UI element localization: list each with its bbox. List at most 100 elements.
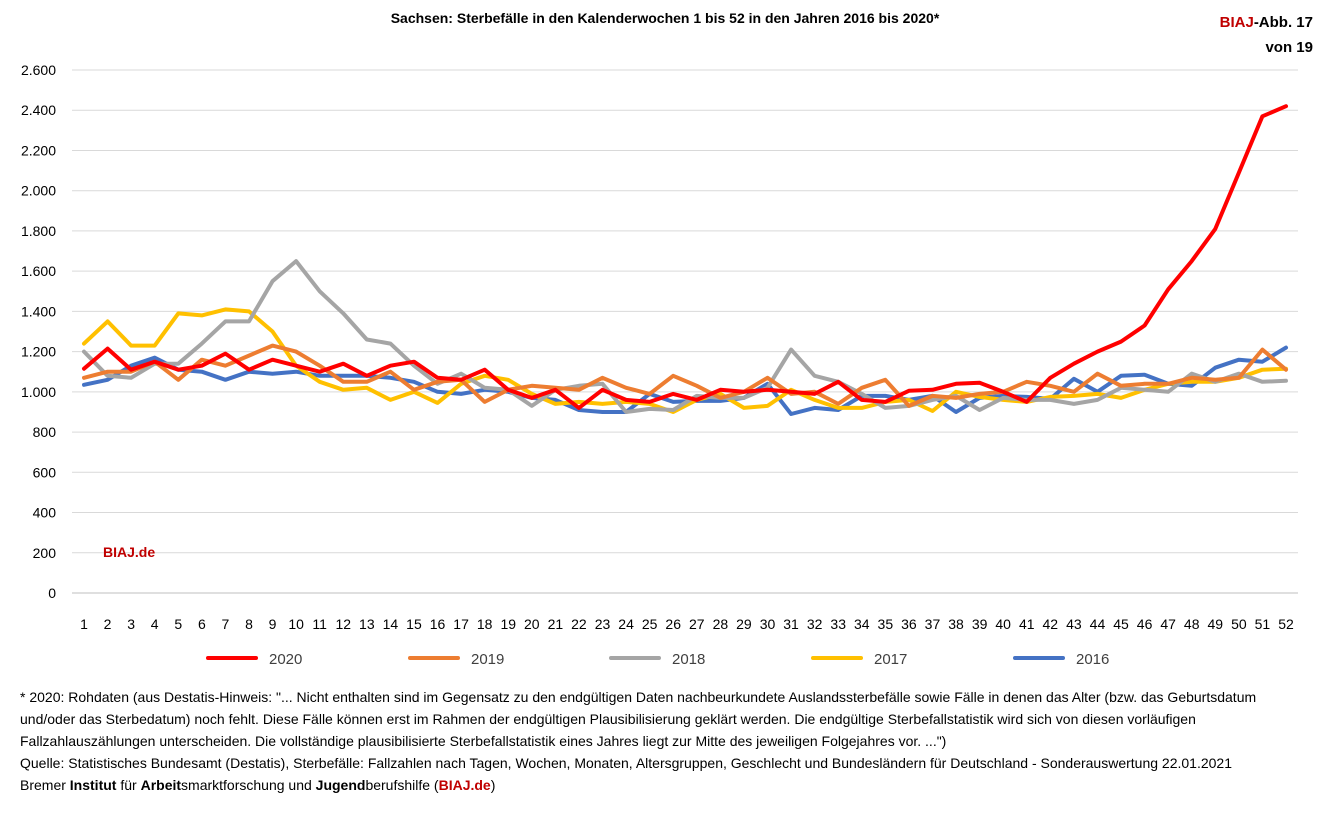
legend-label: 2019 xyxy=(471,651,504,668)
y-tick-label: 1.600 xyxy=(21,263,56,279)
legend-item-2017: 2017 xyxy=(811,651,907,668)
y-tick-label: 1.200 xyxy=(21,344,56,360)
x-tick-label: 25 xyxy=(642,616,658,632)
x-tick-label: 14 xyxy=(383,616,399,632)
y-tick-label: 2.200 xyxy=(21,142,56,158)
x-tick-label: 39 xyxy=(972,616,988,632)
x-tick-label: 46 xyxy=(1137,616,1153,632)
x-tick-label: 43 xyxy=(1066,616,1082,632)
legend-item-2016: 2016 xyxy=(1013,651,1109,668)
x-tick-label: 8 xyxy=(245,616,253,632)
credit-part: Jugend xyxy=(315,777,366,793)
footnote-credit: Bremer Institut für Arbeitsmarktforschun… xyxy=(20,774,1315,796)
y-tick-label: 400 xyxy=(33,505,57,521)
x-tick-label: 37 xyxy=(925,616,941,632)
x-tick-label: 40 xyxy=(995,616,1011,632)
x-tick-label: 36 xyxy=(901,616,917,632)
x-tick-label: 22 xyxy=(571,616,587,632)
x-tick-label: 6 xyxy=(198,616,206,632)
credit-part: ) xyxy=(490,777,496,793)
footnote-raw-data-note: * 2020: Rohdaten (aus Destatis-Hinweis: … xyxy=(20,689,1257,749)
x-tick-label: 23 xyxy=(595,616,611,632)
y-tick-label: 2.000 xyxy=(21,183,56,199)
x-tick-label: 16 xyxy=(430,616,446,632)
credit-part: Institut xyxy=(69,777,117,793)
footnote-source: Quelle: Statistisches Bundesamt (Destati… xyxy=(20,755,1232,771)
x-tick-label: 52 xyxy=(1278,616,1294,632)
x-tick-label: 18 xyxy=(477,616,493,632)
x-tick-label: 30 xyxy=(760,616,776,632)
x-tick-label: 12 xyxy=(335,616,351,632)
chart-watermark: BIAJ.de xyxy=(103,544,155,560)
x-tick-label: 44 xyxy=(1090,616,1106,632)
y-tick-label: 1.800 xyxy=(21,223,56,239)
x-tick-label: 21 xyxy=(548,616,564,632)
line-chart: 0 200 400 600 800 1.000 1.200 1.400 1.600 1.800 2.… xyxy=(21,62,1298,668)
x-tick-label: 24 xyxy=(618,616,634,632)
x-tick-label: 29 xyxy=(736,616,752,632)
x-tick-label: 49 xyxy=(1208,616,1224,632)
credit-part: Arbeit xyxy=(140,777,182,793)
legend-label: 2017 xyxy=(874,651,907,668)
badge-figure-number: -Abb. 17 xyxy=(1253,14,1313,31)
x-tick-label: 9 xyxy=(269,616,277,632)
x-tick-label: 4 xyxy=(151,616,159,632)
x-tick-label: 27 xyxy=(689,616,705,632)
x-tick-label: 47 xyxy=(1160,616,1176,632)
x-tick-label: 33 xyxy=(830,616,846,632)
legend-label: 2016 xyxy=(1076,651,1109,668)
legend-item-2019: 2019 xyxy=(408,651,504,668)
credit-part: für xyxy=(116,777,141,793)
x-tick-label: 3 xyxy=(127,616,135,632)
y-tick-label: 0 xyxy=(48,585,56,601)
x-tick-label: 50 xyxy=(1231,616,1247,632)
x-tick-label: 51 xyxy=(1255,616,1271,632)
x-tick-label: 31 xyxy=(783,616,799,632)
x-tick-label: 42 xyxy=(1043,616,1059,632)
series-lines xyxy=(82,104,1288,416)
legend-label: 2020 xyxy=(269,651,302,668)
y-axis-tick-labels: 0 200 400 600 800 1.000 1.200 1.400 1.600 1.800 2.… xyxy=(21,62,56,601)
gridlines xyxy=(72,69,1298,594)
x-tick-label: 35 xyxy=(878,616,894,632)
series-line-2019 xyxy=(82,343,1288,408)
credit-part: berufshilfe ( xyxy=(365,777,439,793)
credit-part: smarktforschung und xyxy=(181,777,316,793)
x-tick-label: 1 xyxy=(80,616,88,632)
x-tick-label: 13 xyxy=(359,616,375,632)
x-axis-tick-labels: 1 2 3 4 5 6 7 8 9 10 11 12 13 14 15 16 17 18 19 20 21 22 23 24 2… xyxy=(80,616,1294,632)
legend-item-2018: 2018 xyxy=(609,651,705,668)
badge-brand: BIAJ xyxy=(1219,14,1254,31)
y-tick-label: 2.400 xyxy=(21,102,56,118)
y-tick-label: 2.600 xyxy=(21,62,56,78)
x-tick-label: 7 xyxy=(222,616,230,632)
y-tick-label: 1.000 xyxy=(21,384,56,400)
series-line-2018 xyxy=(82,259,1288,414)
x-tick-label: 41 xyxy=(1019,616,1035,632)
x-tick-label: 34 xyxy=(854,616,870,632)
badge-figure-total: von 19 xyxy=(1265,39,1313,56)
chart-title: Sachsen: Sterbefälle in den Kalenderwoch… xyxy=(390,10,940,26)
credit-link[interactable]: BIAJ.de xyxy=(438,777,491,793)
x-tick-label: 20 xyxy=(524,616,540,632)
x-tick-label: 17 xyxy=(453,616,469,632)
x-tick-label: 2 xyxy=(104,616,112,632)
x-tick-label: 38 xyxy=(948,616,964,632)
x-tick-label: 15 xyxy=(406,616,422,632)
x-tick-label: 10 xyxy=(288,616,304,632)
x-tick-label: 26 xyxy=(665,616,681,632)
legend-label: 2018 xyxy=(672,651,705,668)
series-line-2020 xyxy=(82,104,1288,410)
x-tick-label: 28 xyxy=(713,616,729,632)
footnotes: * 2020: Rohdaten (aus Destatis-Hinweis: … xyxy=(20,686,1315,796)
legend-item-2020: 2020 xyxy=(206,651,302,668)
x-tick-label: 48 xyxy=(1184,616,1200,632)
y-tick-label: 800 xyxy=(33,424,57,440)
y-tick-label: 200 xyxy=(33,545,57,561)
x-tick-label: 11 xyxy=(312,616,327,632)
legend: 2020 2019 2018 2017 2016 xyxy=(206,651,1109,668)
y-tick-label: 1.400 xyxy=(21,303,56,319)
x-tick-label: 5 xyxy=(174,616,182,632)
x-tick-label: 19 xyxy=(500,616,516,632)
y-tick-label: 600 xyxy=(33,464,57,480)
